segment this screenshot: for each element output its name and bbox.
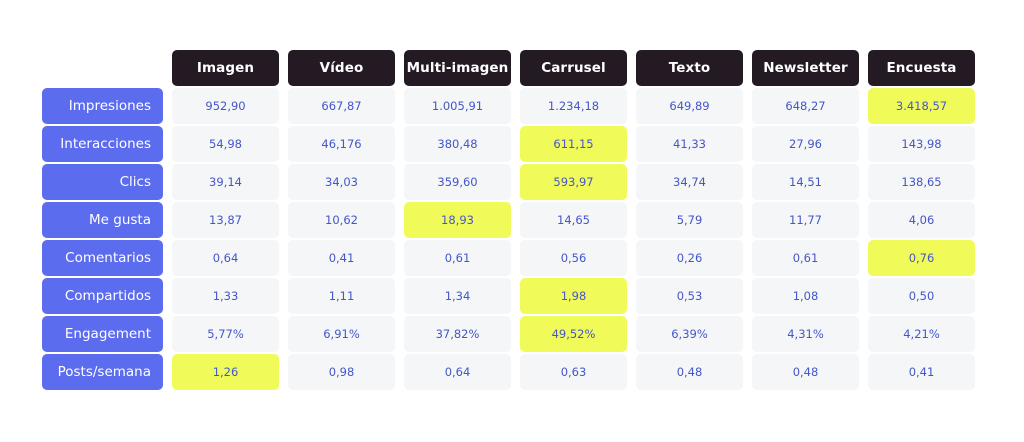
row-header: Comentarios [42, 240, 163, 276]
metrics-table: Imagen Vídeo Multi-imagen Carrusel Texto News… [42, 50, 975, 390]
table-cell: 0,63 [520, 354, 627, 390]
column-header: Multi-imagen [404, 50, 511, 86]
row-header: Me gusta [42, 202, 163, 238]
table-cell: 54,98 [172, 126, 279, 162]
table-cell: 0,64 [172, 240, 279, 276]
table-cell: 143,98 [868, 126, 975, 162]
table-cell: 0,61 [404, 240, 511, 276]
table-cell-highlighted: 611,15 [520, 126, 627, 162]
table-cell-highlighted: 18,93 [404, 202, 511, 238]
table-cell: 0,48 [752, 354, 859, 390]
table-cell-highlighted: 49,52% [520, 316, 627, 352]
table-cell: 4,31% [752, 316, 859, 352]
table-cell: 4,06 [868, 202, 975, 238]
table-cell-highlighted: 3.418,57 [868, 88, 975, 124]
table-cell-highlighted: 1,98 [520, 278, 627, 314]
table-cell: 0,26 [636, 240, 743, 276]
table-cell: 648,27 [752, 88, 859, 124]
table-cell: 1.234,18 [520, 88, 627, 124]
table-cell: 14,51 [752, 164, 859, 200]
column-header: Vídeo [288, 50, 395, 86]
table-cell: 10,62 [288, 202, 395, 238]
table-cell: 0,61 [752, 240, 859, 276]
table-cell: 380,48 [404, 126, 511, 162]
table-cell: 13,87 [172, 202, 279, 238]
column-header: Carrusel [520, 50, 627, 86]
table-corner [42, 50, 163, 86]
table-cell: 1,34 [404, 278, 511, 314]
table-cell: 0,98 [288, 354, 395, 390]
column-header: Imagen [172, 50, 279, 86]
table-cell: 0,41 [288, 240, 395, 276]
table-cell: 41,33 [636, 126, 743, 162]
table-cell: 14,65 [520, 202, 627, 238]
column-header: Texto [636, 50, 743, 86]
table-cell: 1.005,91 [404, 88, 511, 124]
table-cell: 46,176 [288, 126, 395, 162]
table-cell: 0,48 [636, 354, 743, 390]
table-cell: 27,96 [752, 126, 859, 162]
table-cell: 34,74 [636, 164, 743, 200]
table-cell: 0,56 [520, 240, 627, 276]
column-header: Encuesta [868, 50, 975, 86]
table-cell: 0,53 [636, 278, 743, 314]
table-cell: 37,82% [404, 316, 511, 352]
table-cell: 359,60 [404, 164, 511, 200]
table-cell-highlighted: 593,97 [520, 164, 627, 200]
row-header: Posts/semana [42, 354, 163, 390]
table-cell: 0,50 [868, 278, 975, 314]
column-header: Newsletter [752, 50, 859, 86]
table-cell: 667,87 [288, 88, 395, 124]
table-cell: 5,79 [636, 202, 743, 238]
table-cell: 0,64 [404, 354, 511, 390]
table-cell: 11,77 [752, 202, 859, 238]
table-cell: 649,89 [636, 88, 743, 124]
table-cell: 6,39% [636, 316, 743, 352]
row-header: Compartidos [42, 278, 163, 314]
table-cell: 0,41 [868, 354, 975, 390]
table-cell: 1,08 [752, 278, 859, 314]
table-cell: 5,77% [172, 316, 279, 352]
table-cell: 138,65 [868, 164, 975, 200]
table-cell-highlighted: 0,76 [868, 240, 975, 276]
table-cell-highlighted: 1,26 [172, 354, 279, 390]
row-header: Impresiones [42, 88, 163, 124]
table-cell: 34,03 [288, 164, 395, 200]
table-cell: 39,14 [172, 164, 279, 200]
table-cell: 6,91% [288, 316, 395, 352]
table-cell: 952,90 [172, 88, 279, 124]
row-header: Engagement [42, 316, 163, 352]
row-header: Interacciones [42, 126, 163, 162]
table-cell: 1,33 [172, 278, 279, 314]
row-header: Clics [42, 164, 163, 200]
table-cell: 4,21% [868, 316, 975, 352]
table-cell: 1,11 [288, 278, 395, 314]
